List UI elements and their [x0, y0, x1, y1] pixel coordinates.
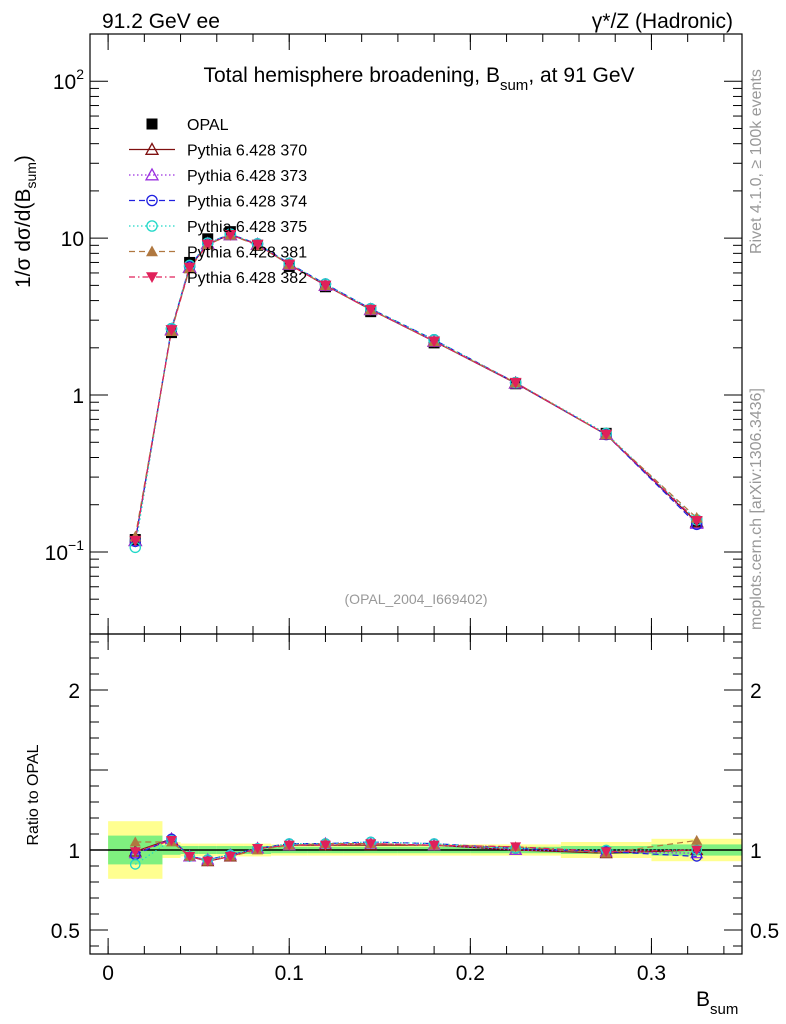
ratio-plot-content [90, 821, 742, 879]
marker-p382 [428, 336, 441, 348]
marker-p382 [183, 262, 196, 274]
ratio-marker-p382 [691, 845, 703, 856]
main-title-tail: , at 91 GeV [528, 64, 634, 87]
mcplots-label: mcplots.cern.ch [arXiv:1306.3436] [748, 388, 765, 630]
ratio-marker-p382 [283, 840, 295, 851]
marker-p382 [224, 230, 237, 241]
main-ytick-label-base: 10 [53, 71, 76, 94]
ratio-ytick-label-right-2: 2 [750, 680, 762, 703]
ratio-marker-p381 [691, 834, 703, 845]
marker-p373 [689, 516, 704, 529]
legend-marker-p374 [146, 194, 158, 207]
ratio-ylabel: Ratio to OPAL [25, 744, 42, 845]
main-title: Total hemisphere broadening, Bsum, at 91… [203, 64, 634, 94]
ratio-marker-p382 [252, 844, 264, 854]
ratio-frame [89, 633, 743, 955]
ratio-marker-p381 [129, 836, 141, 847]
x-tick-label-3: 0.3 [637, 962, 666, 985]
main-ytick-label-base: 10 [61, 228, 84, 251]
legend-label-data: OPAL [187, 117, 229, 134]
x-axis-label-text: B [696, 988, 710, 1011]
main-ylabel-text: 1/σ dσ/d(B [12, 189, 35, 288]
ratio-marker-p382 [319, 840, 331, 851]
main-ytick-label-1: 1 [72, 385, 84, 408]
marker-p382 [319, 280, 332, 292]
main-ylabel-sub: sum [23, 162, 39, 188]
marker-p382 [283, 259, 296, 271]
main-ylabel: 1/σ dσ/d(Bsum) [12, 155, 39, 288]
ratio-ytick-label-right-0: 0.5 [750, 920, 779, 943]
ratio-marker-p382 [202, 856, 214, 867]
legend-marker-data [146, 118, 158, 130]
ratio-marker-p382 [184, 852, 196, 862]
ratio-ytick-label-right-1: 1 [750, 840, 762, 863]
legend-marker-p382 [146, 272, 158, 283]
ratio-marker-p382 [365, 839, 377, 850]
legend-label-p373: Pythia 6.428 373 [187, 168, 307, 185]
legend-marker-p373 [144, 167, 160, 181]
ratio-ticks: 0 0.1 0.2 0.3 0.5 0.5 1 1 2 2 [51, 634, 779, 985]
main-ylabel-tail: ) [12, 155, 35, 162]
ratio-marker-p382 [224, 852, 236, 862]
marker-p382 [364, 304, 377, 316]
legend-label-p382: Pythia 6.428 382 [187, 270, 307, 287]
legend: OPAL Pythia 6.428 370 Pythia 6.428 373 Pyth… [129, 117, 307, 287]
watermark: (OPAL_2004_I669402) [345, 591, 488, 607]
ratio-marker-p375 [129, 859, 141, 870]
legend-label-p375: Pythia 6.428 375 [187, 219, 307, 236]
header-left: 91.2 GeV ee [102, 10, 220, 33]
legend-label-p381: Pythia 6.428 381 [187, 245, 307, 262]
ratio-marker-p382 [129, 847, 141, 858]
main-ytick-label-2: 10 [61, 228, 84, 251]
marker-p382 [129, 535, 142, 547]
main-ytick-label-exp: −1 [68, 537, 84, 553]
x-tick-label-2: 0.2 [456, 962, 485, 985]
x-axis-label-sub: sum [710, 1001, 738, 1018]
legend-marker-p381 [146, 245, 158, 257]
legend-label-p374: Pythia 6.428 374 [187, 194, 307, 211]
main-ytick-label-0: 10−1 [45, 537, 85, 565]
main-title-sub: sum [500, 77, 528, 94]
ratio-marker-p373 [128, 846, 142, 859]
main-ytick-label-base: 10 [45, 542, 68, 565]
marker-p382 [201, 239, 214, 251]
ratio-panel: 0 0.1 0.2 0.3 0.5 0.5 1 1 2 2 Ratio to OPAL Bsum [25, 633, 779, 1018]
legend-marker-p375 [146, 220, 158, 232]
ratio-marker-p382 [428, 840, 440, 851]
ratio-ytick-label-left-1: 1 [68, 840, 80, 863]
ratio-marker-p382 [510, 842, 522, 853]
main-ytick-label-3: 102 [53, 66, 84, 94]
x-axis-label: Bsum [696, 988, 738, 1018]
marker-p382 [600, 429, 613, 441]
marker-p382 [509, 377, 522, 389]
legend-marker-p370 [144, 142, 160, 155]
main-title-text: Total hemisphere broadening, B [203, 64, 500, 87]
marker-p382 [690, 515, 703, 527]
ratio-marker-p382 [600, 847, 612, 858]
legend-label-p370: Pythia 6.428 370 [187, 143, 307, 160]
marker-p382 [165, 325, 178, 336]
main-plot-content [128, 226, 704, 554]
header-right: γ*/Z (Hadronic) [592, 10, 733, 33]
ratio-ytick-label-left-0: 0.5 [51, 920, 80, 943]
ratio-ytick-label-left-2: 2 [68, 680, 80, 703]
x-tick-label-0: 0 [102, 962, 114, 985]
x-tick-label-1: 0.1 [275, 962, 304, 985]
main-ytick-label-base: 1 [72, 385, 84, 408]
marker-p382 [251, 239, 264, 251]
ratio-marker-p382 [166, 836, 177, 846]
main-ytick-label-exp: 2 [76, 66, 84, 82]
rivet-label: Rivet 4.1.0, ≥ 100k events [748, 69, 765, 254]
